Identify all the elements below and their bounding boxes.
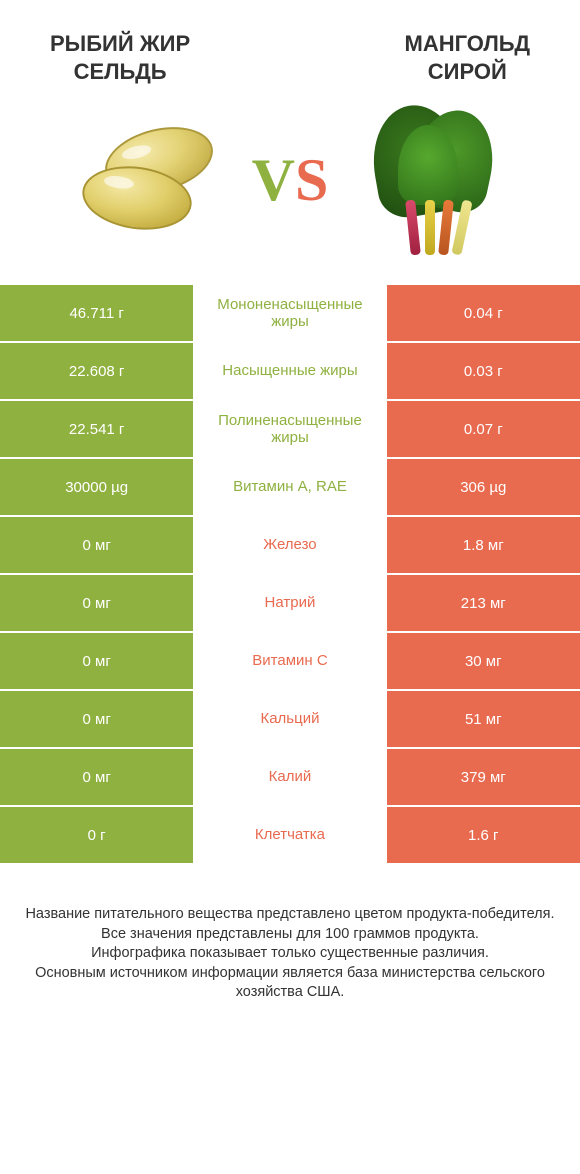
footer-line-2: Все значения представлены для 100 граммо…	[20, 925, 560, 945]
table-row: 0 мгКалий379 мг	[0, 749, 580, 807]
table-row: 0 мгВитамин C30 мг	[0, 633, 580, 691]
right-value-cell: 51 мг	[387, 691, 580, 747]
chard-image	[358, 105, 508, 255]
nutrient-label-cell: Клетчатка	[193, 807, 386, 863]
table-row: 0 мгНатрий213 мг	[0, 575, 580, 633]
footer-line-1: Название питательного вещества представл…	[20, 905, 560, 925]
nutrient-label-cell: Насыщенные жиры	[193, 343, 386, 399]
nutrient-label-cell: Натрий	[193, 575, 386, 631]
nutrient-label-cell: Железо	[193, 517, 386, 573]
right-value-cell: 0.07 г	[387, 401, 580, 457]
footer-line-4: Основным источником информации является …	[20, 964, 560, 1003]
nutrient-label-cell: Калий	[193, 749, 386, 805]
left-value-cell: 30000 µg	[0, 459, 193, 515]
vs-s-letter: S	[295, 147, 328, 213]
right-value-cell: 1.8 мг	[387, 517, 580, 573]
table-row: 46.711 гМононенасыщенные жиры0.04 г	[0, 285, 580, 343]
table-row: 22.541 гПолиненасыщенные жиры0.07 г	[0, 401, 580, 459]
footer-notes: Название питательного вещества представл…	[0, 865, 580, 1003]
left-value-cell: 22.608 г	[0, 343, 193, 399]
header: РЫБИЙ ЖИР СЕЛЬДЬ МАНГОЛЬД СИРОЙ	[0, 0, 580, 95]
left-value-cell: 0 мг	[0, 749, 193, 805]
left-value-cell: 22.541 г	[0, 401, 193, 457]
nutrient-label-cell: Витамин C	[193, 633, 386, 689]
table-row: 0 мгЖелезо1.8 мг	[0, 517, 580, 575]
nutrient-label-cell: Кальций	[193, 691, 386, 747]
vs-v-letter: V	[252, 147, 295, 213]
fish-oil-image	[72, 105, 222, 255]
right-value-cell: 0.03 г	[387, 343, 580, 399]
vs-label: VS	[252, 146, 329, 215]
table-row: 22.608 гНасыщенные жиры0.03 г	[0, 343, 580, 401]
vs-row: VS	[0, 95, 580, 285]
right-value-cell: 30 мг	[387, 633, 580, 689]
table-row: 30000 µgВитамин A, RAE306 µg	[0, 459, 580, 517]
left-product-title: РЫБИЙ ЖИР СЕЛЬДЬ	[50, 30, 190, 85]
right-value-cell: 1.6 г	[387, 807, 580, 863]
nutrition-table: 46.711 гМононенасыщенные жиры0.04 г22.60…	[0, 285, 580, 865]
right-value-cell: 379 мг	[387, 749, 580, 805]
right-value-cell: 306 µg	[387, 459, 580, 515]
footer-line-3: Инфографика показывает только существенн…	[20, 944, 560, 964]
table-row: 0 гКлетчатка1.6 г	[0, 807, 580, 865]
right-product-title: МАНГОЛЬД СИРОЙ	[405, 30, 530, 85]
right-value-cell: 213 мг	[387, 575, 580, 631]
nutrient-label-cell: Полиненасыщенные жиры	[193, 401, 386, 457]
table-row: 0 мгКальций51 мг	[0, 691, 580, 749]
right-value-cell: 0.04 г	[387, 285, 580, 341]
left-value-cell: 0 мг	[0, 633, 193, 689]
left-value-cell: 46.711 г	[0, 285, 193, 341]
nutrient-label-cell: Витамин A, RAE	[193, 459, 386, 515]
left-value-cell: 0 г	[0, 807, 193, 863]
left-value-cell: 0 мг	[0, 517, 193, 573]
left-value-cell: 0 мг	[0, 691, 193, 747]
nutrient-label-cell: Мононенасыщенные жиры	[193, 285, 386, 341]
left-value-cell: 0 мг	[0, 575, 193, 631]
